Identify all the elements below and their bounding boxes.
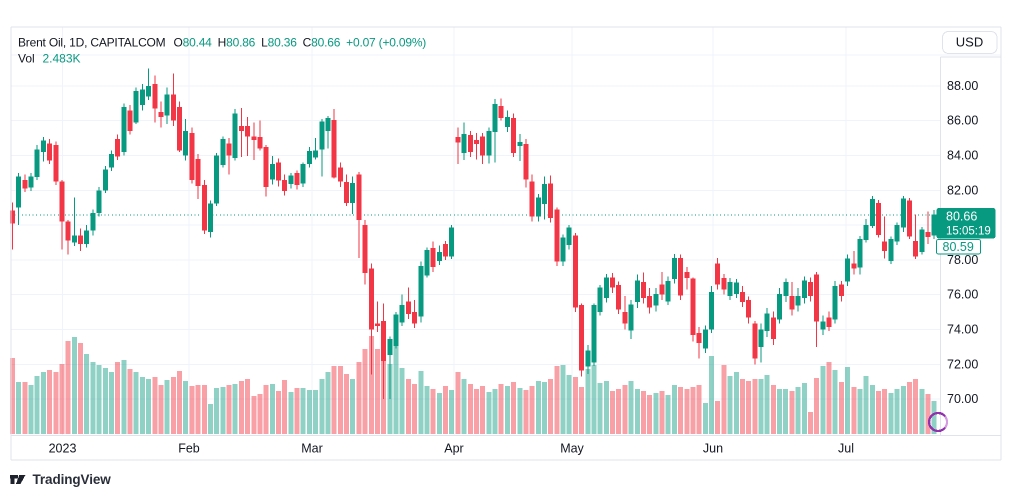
svg-text:80.59: 80.59 xyxy=(943,240,974,254)
svg-text:84.00: 84.00 xyxy=(947,149,978,163)
svg-text:70.00: 70.00 xyxy=(947,392,978,406)
svg-text:2023: 2023 xyxy=(49,442,77,456)
svg-text:80.66: 80.66 xyxy=(946,210,977,224)
svg-text:74.00: 74.00 xyxy=(947,323,978,337)
svg-text:82.00: 82.00 xyxy=(947,183,978,197)
svg-text:TradingView: TradingView xyxy=(33,472,112,487)
svg-text:78.00: 78.00 xyxy=(947,253,978,267)
svg-text:Feb: Feb xyxy=(178,442,200,456)
svg-text:May: May xyxy=(560,442,584,456)
svg-text:Jun: Jun xyxy=(703,442,723,456)
svg-text:72.00: 72.00 xyxy=(947,357,978,371)
svg-text:Vol: Vol xyxy=(18,52,35,66)
svg-text:76.00: 76.00 xyxy=(947,288,978,302)
svg-text:2.483K: 2.483K xyxy=(43,52,81,66)
svg-text:Jul: Jul xyxy=(838,442,854,456)
svg-text:15:05:19: 15:05:19 xyxy=(946,226,991,238)
svg-text:USD: USD xyxy=(956,35,983,50)
svg-text:Apr: Apr xyxy=(444,442,463,456)
svg-text:Mar: Mar xyxy=(301,442,323,456)
svg-text:88.00: 88.00 xyxy=(947,79,978,93)
svg-text:86.00: 86.00 xyxy=(947,114,978,128)
